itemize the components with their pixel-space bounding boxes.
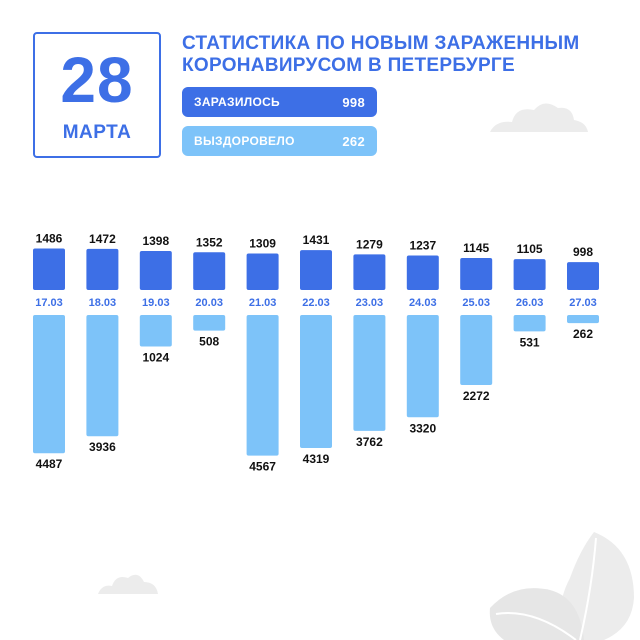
- recovered-bar-value: 531: [520, 335, 540, 349]
- recovered-bar: [246, 315, 279, 456]
- infected-bar: [567, 262, 599, 290]
- infected-bar: [406, 255, 439, 290]
- date-tick-label: 18.03: [89, 297, 117, 309]
- recovered-bar: [33, 315, 65, 454]
- infected-bar: [353, 254, 386, 290]
- date-tick-label: 20.03: [195, 297, 223, 309]
- infected-bar-value: 1309: [249, 236, 276, 250]
- infected-bar: [193, 252, 226, 290]
- date-tick-label: 21.03: [249, 297, 277, 309]
- infected-bar-value: 1352: [196, 235, 223, 249]
- recovered-bar: [86, 315, 119, 437]
- recovered-bar-value: 508: [199, 335, 219, 349]
- date-tick-label: 26.03: [516, 297, 544, 309]
- infected-bar-value: 1398: [142, 234, 169, 248]
- infected-bar-value: 1145: [463, 241, 489, 255]
- recovered-bar-value: 4567: [249, 460, 276, 474]
- infected-bar: [300, 250, 332, 290]
- recovered-bar: [406, 315, 439, 418]
- recovered-bar: [353, 315, 386, 431]
- infected-bar: [86, 248, 119, 290]
- recovered-value: 262: [342, 133, 365, 149]
- recovered-bar-value: 262: [573, 327, 593, 341]
- date-tick-label: 19.03: [142, 297, 170, 309]
- recovered-bar: [193, 315, 226, 331]
- infected-label: ЗАРАЗИЛОСЬ: [194, 95, 280, 109]
- infected-bar-value: 1486: [36, 232, 63, 246]
- recovered-bar: [513, 315, 546, 332]
- page-title: СТАТИСТИКА ПО НОВЫМ ЗАРАЖЕННЫМ КОРОНАВИР…: [182, 33, 602, 77]
- infected-summary-badge: ЗАРАЗИЛОСЬ 998: [182, 87, 377, 117]
- date-tick-label: 22.03: [302, 297, 330, 309]
- date-tick-label: 17.03: [35, 297, 63, 309]
- infected-bar-value: 998: [573, 245, 593, 259]
- infected-bar-value: 1431: [303, 233, 330, 247]
- date-day: 28: [60, 44, 134, 116]
- cloud-decoration-icon: [98, 574, 158, 594]
- recovered-bar: [460, 315, 493, 385]
- leaf-decoration-icon: [489, 532, 634, 640]
- infected-bar: [460, 258, 493, 290]
- infected-bar-value: 1472: [89, 232, 116, 246]
- recovered-bar: [139, 315, 172, 347]
- recovered-bar: [567, 315, 599, 324]
- infected-bar-value: 1105: [517, 242, 543, 256]
- date-tick-label: 27.03: [569, 297, 597, 309]
- infected-bar: [33, 248, 65, 290]
- recovered-bar-value: 4319: [303, 452, 330, 466]
- title-line-1: СТАТИСТИКА ПО НОВЫМ ЗАРАЖЕННЫМ: [182, 33, 580, 54]
- recovered-label: ВЫЗДОРОВЕЛО: [194, 134, 295, 148]
- recovered-bar-value: 3762: [356, 435, 383, 449]
- date-box: 28 МАРТА: [33, 32, 161, 158]
- infected-value: 998: [342, 94, 365, 110]
- recovered-bar-value: 3320: [409, 421, 436, 435]
- date-tick-label: 23.03: [356, 297, 384, 309]
- date-tick-label: 24.03: [409, 297, 437, 309]
- date-tick-label: 25.03: [462, 297, 490, 309]
- infected-bar: [139, 250, 172, 290]
- recovered-bar-value: 1024: [142, 351, 169, 365]
- title-line-2: КОРОНАВИРУСОМ В ПЕТЕРБУРГЕ: [182, 55, 515, 76]
- recovered-bar-value: 3936: [89, 440, 116, 454]
- recovered-bar-value: 4487: [36, 457, 63, 471]
- infected-bar-value: 1279: [356, 237, 383, 251]
- infected-bar-value: 1237: [409, 238, 436, 252]
- recovered-summary-badge: ВЫЗДОРОВЕЛО 262: [182, 126, 377, 156]
- infected-bar: [513, 259, 546, 290]
- cloud-decoration-icon: [490, 103, 588, 132]
- recovered-bar: [300, 315, 332, 449]
- infected-bar: [246, 253, 279, 290]
- recovered-bar-value: 2272: [463, 389, 490, 403]
- date-month: МАРТА: [62, 122, 132, 143]
